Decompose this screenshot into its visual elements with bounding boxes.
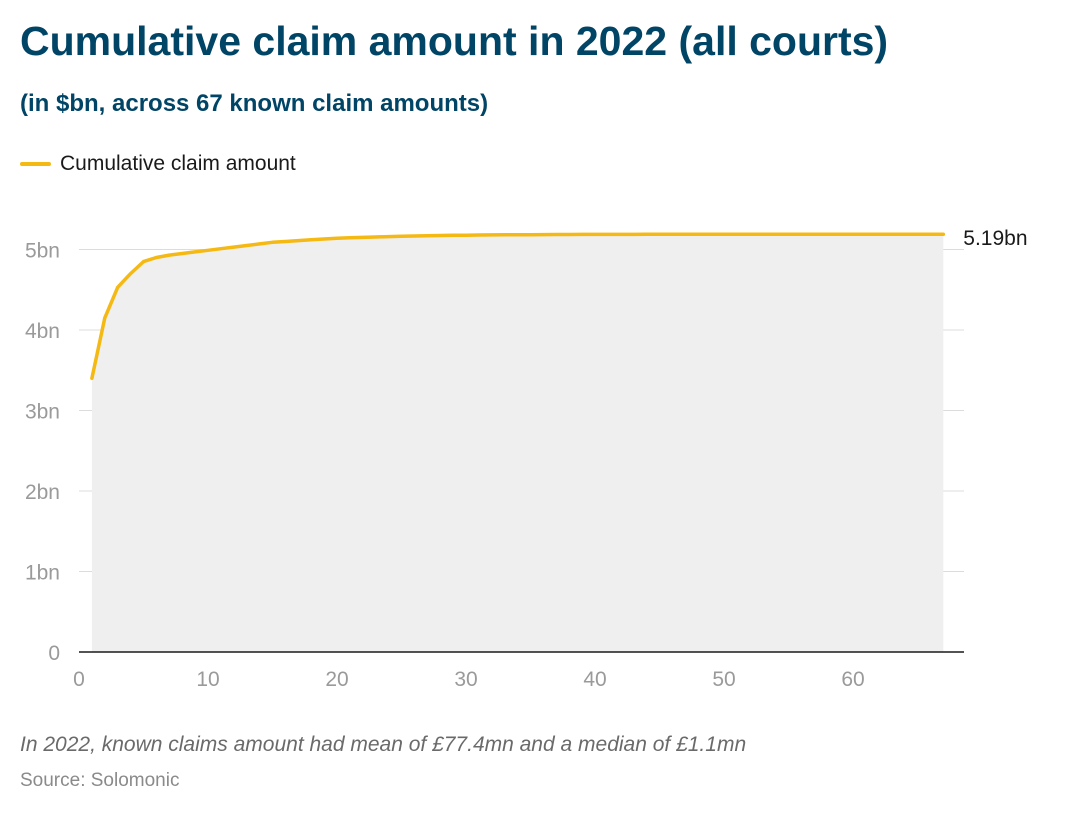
- series-lines: [90, 232, 946, 381]
- chart-note: In 2022, known claims amount had mean of…: [20, 733, 747, 756]
- y-tick-label: 3bn: [25, 401, 60, 424]
- y-tick-label: 5bn: [25, 240, 60, 263]
- x-tick-label: 0: [73, 668, 85, 691]
- x-tick-label: 10: [196, 668, 219, 691]
- plot-area: [91, 234, 944, 652]
- x-tick-label: 20: [325, 668, 348, 691]
- chart-source: Source: Solomonic: [20, 770, 180, 791]
- line-chart: 0 1bn 2bn 3bn 4bn 5bn 0 10 20 30 40 50 60 5.19bn: [25, 227, 1028, 691]
- y-tick-label: 1bn: [25, 562, 60, 585]
- x-tick-label: 30: [454, 668, 477, 691]
- end-value-label: 5.19bn: [963, 227, 1027, 250]
- x-tick-label: 40: [583, 668, 606, 691]
- series-line-cumulative-claim-amount: [90, 232, 946, 381]
- x-tick-label: 60: [841, 668, 864, 691]
- chart-subtitle: (in $bn, across 67 known claim amounts): [20, 90, 489, 117]
- x-tick-label: 50: [712, 668, 735, 691]
- y-tick-label: 0: [48, 642, 60, 665]
- y-tick-label: 4bn: [25, 320, 60, 343]
- area-fill: [91, 234, 944, 652]
- legend-label: Cumulative claim amount: [60, 152, 296, 175]
- y-tick-label: 2bn: [25, 481, 60, 504]
- chart-title: Cumulative claim amount in 2022 (all cou…: [20, 18, 889, 64]
- tick-labels: 0 1bn 2bn 3bn 4bn 5bn 0 10 20 30 40 50 60 5.19bn: [25, 227, 1028, 691]
- legend: Cumulative claim amount: [20, 152, 296, 176]
- legend-swatch-line: [20, 162, 51, 166]
